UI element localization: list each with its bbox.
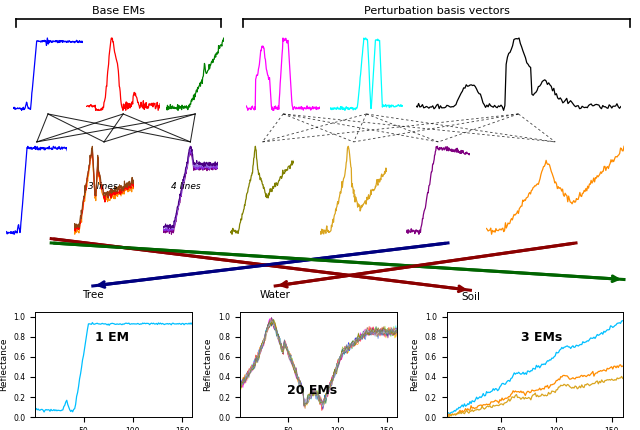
- Text: 3 lines: 3 lines: [88, 182, 117, 191]
- Text: 3 EMs: 3 EMs: [521, 331, 562, 344]
- Text: Perturbation basis vectors: Perturbation basis vectors: [364, 6, 509, 16]
- Text: 20 EMs: 20 EMs: [287, 384, 337, 397]
- Text: 4 lines: 4 lines: [171, 182, 200, 191]
- Text: Base EMs: Base EMs: [92, 6, 145, 16]
- Text: Water: Water: [260, 290, 291, 300]
- Text: 1 EM: 1 EM: [95, 331, 129, 344]
- Text: Tree: Tree: [82, 290, 104, 300]
- Y-axis label: Reflectance: Reflectance: [410, 338, 419, 391]
- Y-axis label: Reflectance: Reflectance: [204, 338, 212, 391]
- Y-axis label: Reflectance: Reflectance: [0, 338, 8, 391]
- Text: Soil: Soil: [461, 292, 480, 302]
